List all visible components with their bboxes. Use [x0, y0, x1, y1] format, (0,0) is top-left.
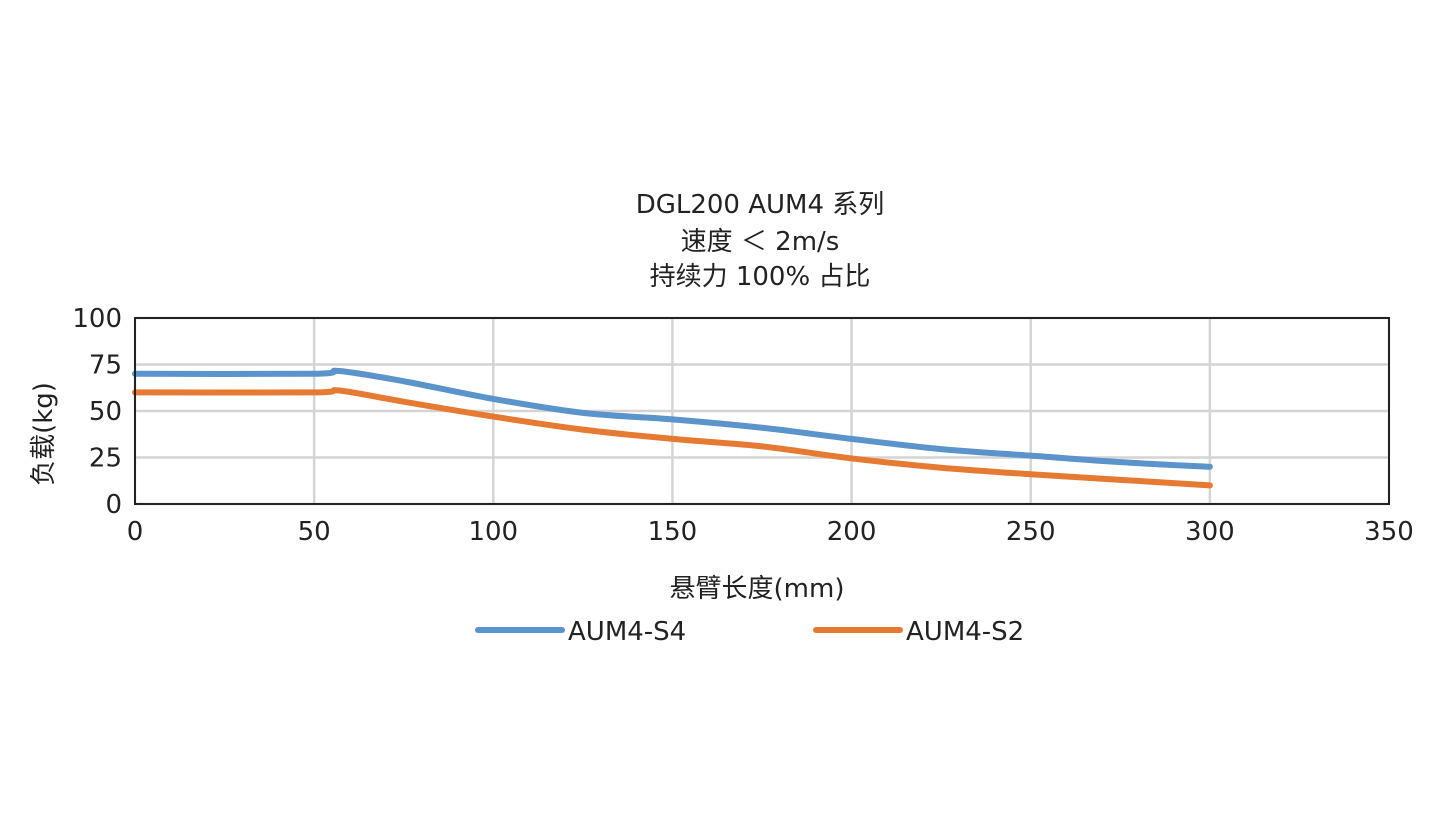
legend: AUM4-S4 AUM4-S2 — [475, 617, 1024, 647]
x-tick-label: 50 — [298, 517, 331, 547]
y-tick-label: 0 — [105, 490, 122, 520]
y-tick-label: 75 — [89, 351, 122, 381]
x-tick-label: 200 — [827, 517, 877, 547]
y-tick-label: 50 — [89, 397, 122, 427]
x-tick-label: 150 — [648, 517, 698, 547]
x-tick-label: 250 — [1006, 517, 1056, 547]
plot-frame — [134, 317, 1390, 505]
title-line-1: DGL200 AUM4 系列 — [636, 190, 885, 220]
y-tick-label: 100 — [72, 304, 122, 334]
x-tick-label: 350 — [1364, 517, 1414, 547]
title-line-2: 速度 ＜ 2m/s — [681, 227, 840, 257]
chart-title: DGL200 AUM4 系列 速度 ＜ 2m/s 持续力 100% 占比 — [636, 190, 885, 292]
y-axis-label: 负载(kg) — [29, 382, 59, 486]
tick-labels: 0 50 100 150 200 250 300 350 0 25 50 75 100 — [72, 304, 1413, 547]
series-line-aum4-s2 — [132, 387, 1213, 489]
series-lines — [132, 367, 1213, 489]
x-tick-label: 100 — [468, 517, 518, 547]
legend-label: AUM4-S2 — [906, 617, 1024, 647]
legend-label: AUM4-S4 — [568, 617, 686, 647]
x-tick-label: 300 — [1185, 517, 1235, 547]
y-tick-label: 25 — [89, 444, 122, 474]
x-tick-label: 0 — [127, 517, 144, 547]
grid — [133, 316, 1391, 506]
series-line-aum4-s4 — [132, 367, 1213, 470]
title-line-3: 持续力 100% 占比 — [650, 262, 871, 292]
x-axis-label: 悬臂长度(mm) — [670, 574, 845, 604]
